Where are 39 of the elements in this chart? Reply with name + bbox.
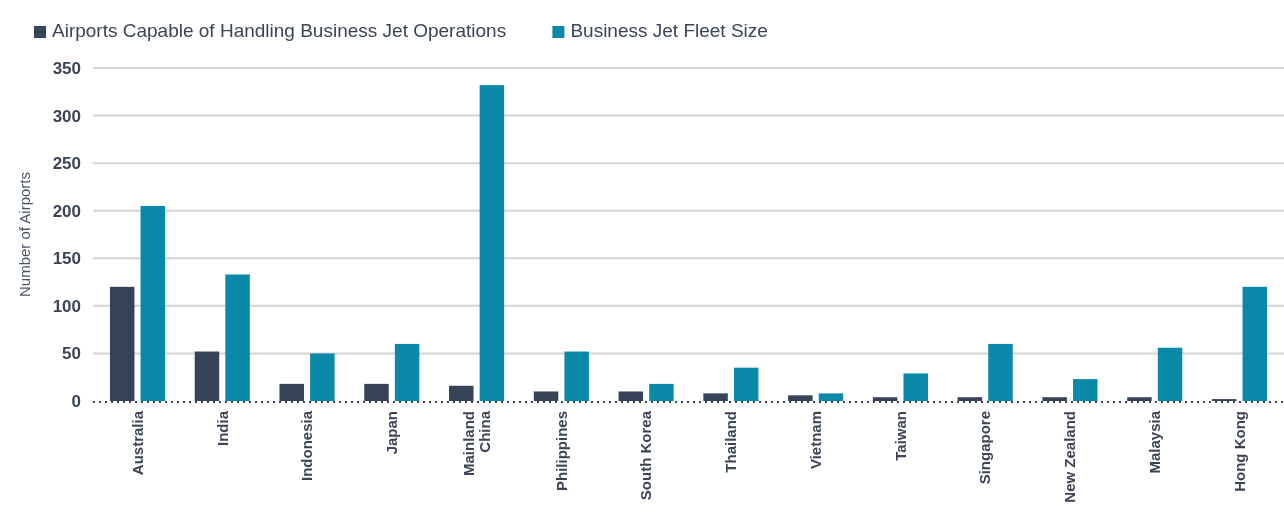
y-tick-label: 100 <box>52 296 81 316</box>
x-tick-label: India <box>213 410 231 447</box>
x-tick-label: Taiwan <box>891 411 909 461</box>
bar <box>1242 286 1268 401</box>
x-tick-label: Philippines <box>552 411 570 492</box>
bar <box>225 274 250 401</box>
y-tick-label: 350 <box>52 58 81 78</box>
x-tick-label: Japan <box>383 411 401 455</box>
legend-label: Airports Capable of Handling Business Jet Operations <box>52 20 507 41</box>
y-axis-title: Number of Airports <box>16 171 33 298</box>
bar <box>479 85 505 401</box>
bar <box>649 383 674 401</box>
x-tick-label: Indonesia <box>298 410 316 482</box>
y-tick-label: 200 <box>52 201 81 221</box>
bar <box>903 373 928 401</box>
x-tick-label: Thailand <box>722 411 740 473</box>
bar <box>394 343 420 401</box>
legend-label: Business Jet Fleet Size <box>570 20 768 41</box>
x-tick-label: New Zealand <box>1061 411 1079 503</box>
bar <box>140 205 166 401</box>
x-tick-label: Malaysia <box>1145 410 1163 474</box>
x-tick-label: Australia <box>128 410 146 476</box>
x-tick-label: South Korea <box>637 410 655 501</box>
bar <box>1073 379 1098 401</box>
y-tick-label: 0 <box>71 391 81 411</box>
y-tick-label: 300 <box>52 106 81 126</box>
x-tick-label: Mainland China <box>459 410 494 477</box>
bar <box>733 367 759 401</box>
bar <box>1157 347 1183 401</box>
y-tick-label: 250 <box>52 154 81 174</box>
x-tick-label: Singapore <box>976 411 994 485</box>
y-tick-label: 150 <box>52 249 81 269</box>
bar <box>818 393 844 401</box>
y-tick-label: 50 <box>62 344 81 364</box>
x-tick-label: Hong Kong <box>1230 411 1248 492</box>
bar <box>310 353 335 401</box>
bar <box>564 351 589 401</box>
x-tick-label: Vietnam <box>806 411 824 470</box>
bar <box>988 343 1013 401</box>
